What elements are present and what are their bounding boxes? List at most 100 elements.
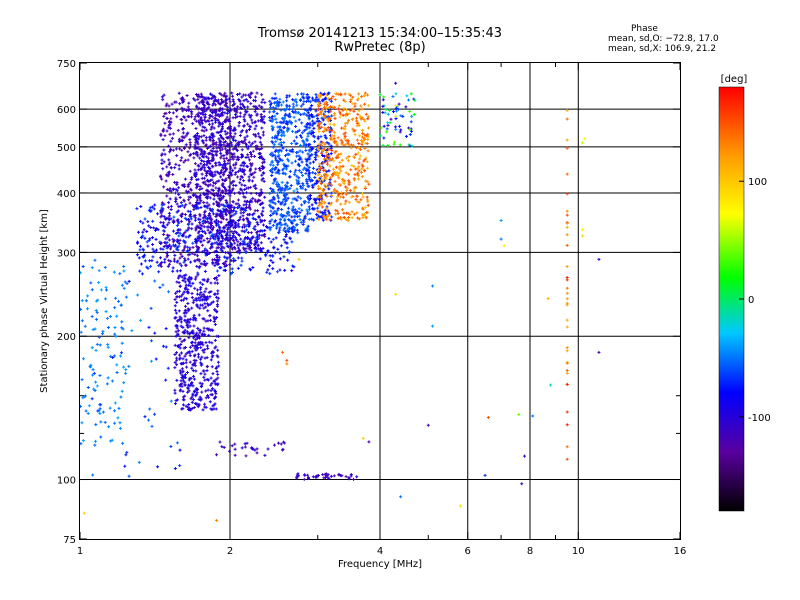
data-point xyxy=(214,232,218,236)
data-point xyxy=(238,92,242,96)
data-point xyxy=(321,189,325,193)
data-point xyxy=(122,264,126,268)
data-point xyxy=(251,213,255,217)
data-point xyxy=(280,186,284,190)
data-point xyxy=(364,112,368,116)
data-point xyxy=(252,226,256,230)
data-point xyxy=(269,214,273,218)
data-point xyxy=(358,134,362,138)
data-point xyxy=(361,436,365,440)
data-point xyxy=(161,138,165,142)
data-point xyxy=(236,105,240,109)
data-point xyxy=(199,112,203,116)
data-point xyxy=(112,270,116,274)
data-point xyxy=(357,142,361,146)
data-point xyxy=(236,246,240,250)
data-point xyxy=(225,232,229,236)
data-point xyxy=(293,208,297,212)
data-point xyxy=(204,138,208,142)
data-point xyxy=(200,243,204,247)
data-point xyxy=(165,129,169,133)
data-point xyxy=(215,254,219,258)
data-point xyxy=(193,218,197,222)
data-point xyxy=(308,108,312,112)
data-point xyxy=(291,107,295,111)
data-point xyxy=(200,139,204,143)
data-point xyxy=(211,236,215,240)
data-point xyxy=(282,228,286,232)
data-point xyxy=(258,167,262,171)
data-point xyxy=(565,346,569,350)
data-point xyxy=(279,143,283,147)
data-point xyxy=(159,132,163,136)
data-point xyxy=(81,357,85,361)
data-point xyxy=(181,249,185,253)
data-point xyxy=(565,265,569,269)
data-point xyxy=(281,350,285,354)
data-point xyxy=(190,222,194,226)
data-point xyxy=(301,222,305,226)
data-point xyxy=(212,126,216,130)
data-point xyxy=(231,129,235,133)
data-point xyxy=(199,205,203,209)
data-point xyxy=(161,229,165,233)
data-point xyxy=(350,216,354,220)
data-point xyxy=(219,129,223,133)
data-point xyxy=(155,260,159,264)
data-point xyxy=(249,102,253,106)
data-point xyxy=(319,140,323,144)
data-point xyxy=(227,97,231,101)
data-point xyxy=(283,114,287,118)
data-point xyxy=(223,208,227,212)
data-point xyxy=(208,196,212,200)
data-point xyxy=(260,100,264,104)
data-point xyxy=(205,195,209,199)
data-point xyxy=(216,201,220,205)
data-point xyxy=(325,103,329,107)
data-point xyxy=(188,360,192,364)
data-point xyxy=(195,198,199,202)
data-point xyxy=(277,142,281,146)
data-point xyxy=(203,372,207,376)
data-point xyxy=(312,218,316,222)
data-point xyxy=(165,194,169,198)
data-point xyxy=(201,100,205,104)
data-point xyxy=(193,364,197,368)
data-point xyxy=(99,288,103,292)
data-point xyxy=(192,205,196,209)
data-point xyxy=(280,103,284,107)
data-point xyxy=(198,234,202,238)
data-point xyxy=(202,259,206,263)
data-point xyxy=(214,161,218,165)
data-point xyxy=(285,229,289,233)
data-point xyxy=(199,147,203,151)
data-point xyxy=(219,240,223,244)
data-point xyxy=(285,152,289,156)
data-point xyxy=(260,178,264,182)
data-point xyxy=(231,187,235,191)
data-point xyxy=(288,226,292,230)
data-point xyxy=(358,154,362,158)
data-point xyxy=(204,341,208,345)
data-point xyxy=(229,181,233,185)
data-point xyxy=(217,334,221,338)
data-point xyxy=(177,167,181,171)
data-point xyxy=(79,330,83,334)
data-point xyxy=(178,102,182,106)
data-point xyxy=(281,215,285,219)
data-point xyxy=(276,247,280,251)
data-point xyxy=(305,180,309,184)
y-tick-label: 75 xyxy=(63,535,76,546)
data-point xyxy=(228,119,232,123)
data-point xyxy=(381,104,385,108)
data-point xyxy=(297,257,301,261)
data-point xyxy=(214,186,218,190)
data-point xyxy=(169,247,173,251)
data-point xyxy=(322,102,326,106)
data-point xyxy=(173,402,177,406)
data-point xyxy=(346,118,350,122)
x-tick-label: 8 xyxy=(527,546,533,557)
data-point xyxy=(175,181,179,185)
data-point xyxy=(274,140,278,144)
data-point xyxy=(187,403,191,407)
